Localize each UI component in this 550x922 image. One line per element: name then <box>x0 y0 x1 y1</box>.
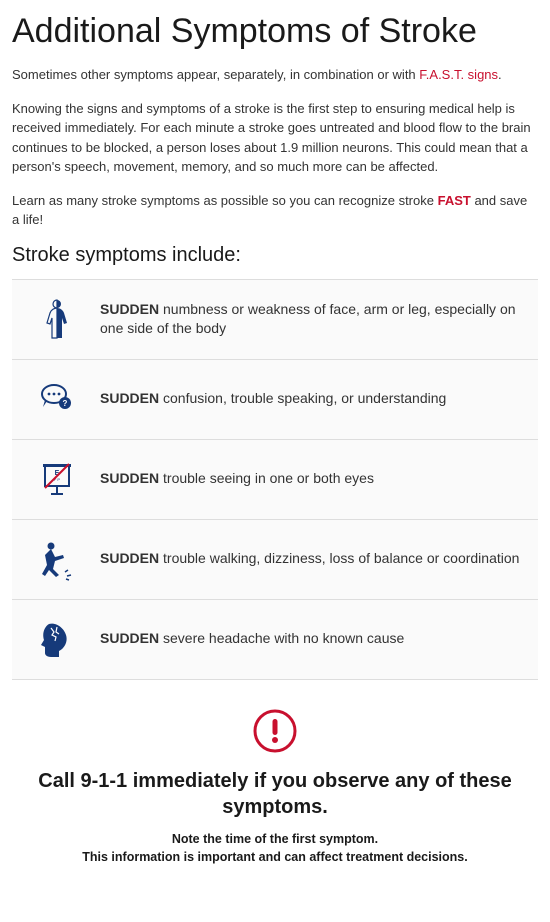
symptom-row-confusion: ? SUDDEN confusion, trouble speaking, or… <box>12 360 538 440</box>
symptom-desc: trouble seeing in one or both eyes <box>159 470 374 486</box>
intro-p3-bold: FAST <box>438 193 471 208</box>
callout-heading: Call 9-1-1 immediately if you observe an… <box>22 768 528 820</box>
sudden-label: SUDDEN <box>100 550 159 566</box>
callout-note1: Note the time of the first symptom. <box>22 830 528 849</box>
sudden-label: SUDDEN <box>100 630 159 646</box>
callout-note2: This information is important and can af… <box>22 848 528 867</box>
symptom-desc: trouble walking, dizziness, loss of bala… <box>159 550 519 566</box>
symptom-desc: severe headache with no known cause <box>159 630 404 646</box>
intro-p1: Sometimes other symptoms appear, separat… <box>12 65 538 85</box>
fast-signs-link[interactable]: F.A.S.T. signs <box>419 67 498 82</box>
symptom-list-heading: Stroke symptoms include: <box>12 244 538 267</box>
symptom-desc: numbness or weakness of face, arm or leg… <box>100 301 516 337</box>
page-title: Additional Symptoms of Stroke <box>12 12 538 51</box>
alert-icon <box>252 708 298 754</box>
body-half-icon <box>22 295 92 343</box>
intro-p3: Learn as many stroke symptoms as possibl… <box>12 191 538 230</box>
speech-question-icon: ? <box>22 375 92 423</box>
symptom-text: SUDDEN trouble seeing in one or both eye… <box>92 469 528 489</box>
symptom-text: SUDDEN severe headache with no known cau… <box>92 629 528 649</box>
symptom-list: SUDDEN numbness or weakness of face, arm… <box>12 279 538 680</box>
symptom-row-vision: E F P SUDDEN trouble seeing in one or bo… <box>12 440 538 520</box>
symptom-row-numbness: SUDDEN numbness or weakness of face, arm… <box>12 280 538 360</box>
sudden-label: SUDDEN <box>100 390 159 406</box>
symptom-desc: confusion, trouble speaking, or understa… <box>159 390 446 406</box>
svg-text:?: ? <box>63 399 68 408</box>
intro-p3-pre: Learn as many stroke symptoms as possibl… <box>12 193 438 208</box>
symptom-text: SUDDEN confusion, trouble speaking, or u… <box>92 389 528 409</box>
symptom-text: SUDDEN trouble walking, dizziness, loss … <box>92 549 528 569</box>
intro-p2: Knowing the signs and symptoms of a stro… <box>12 99 538 177</box>
intro-p1-pre: Sometimes other symptoms appear, separat… <box>12 67 419 82</box>
sudden-label: SUDDEN <box>100 470 159 486</box>
sudden-label: SUDDEN <box>100 301 159 317</box>
intro-p1-post: . <box>498 67 502 82</box>
symptom-row-headache: SUDDEN severe headache with no known cau… <box>12 600 538 680</box>
symptom-text: SUDDEN numbness or weakness of face, arm… <box>92 300 528 339</box>
headache-icon <box>22 615 92 663</box>
falling-person-icon <box>22 535 92 583</box>
eye-chart-icon: E F P <box>22 455 92 503</box>
intro-block: Sometimes other symptoms appear, separat… <box>12 65 538 230</box>
emergency-callout: Call 9-1-1 immediately if you observe an… <box>12 708 538 868</box>
symptom-row-balance: SUDDEN trouble walking, dizziness, loss … <box>12 520 538 600</box>
